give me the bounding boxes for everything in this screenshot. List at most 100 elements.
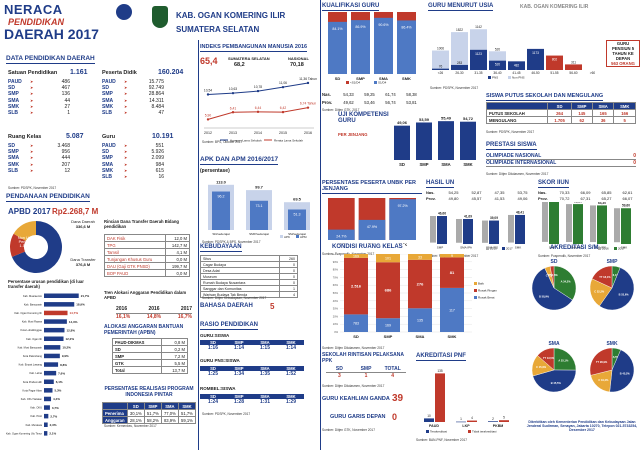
- row-value: 49,62: [343, 100, 354, 105]
- hbar-label: Kab. Muaraenim: [23, 294, 42, 298]
- tren-val-3: 16,7%: [177, 314, 192, 320]
- kv-key: SLB: [102, 174, 112, 181]
- putus-cell: 36: [591, 116, 615, 124]
- putus-table: SD SMP SMA SMK PUTUS SEKOLAH 264 145 165 166 MENG…: [485, 102, 636, 124]
- putus-head-cell: SMA: [591, 102, 615, 110]
- keb-val: 4: [279, 291, 298, 298]
- hasil-un-title: HASIL UN: [426, 180, 455, 188]
- kondisi-berat: [344, 314, 368, 332]
- hbar-value: 8,8%: [60, 363, 67, 367]
- tren-val-2: 14,8%: [146, 314, 162, 320]
- row-value: 52,87: [471, 190, 482, 195]
- umur-pns-value: 1123: [475, 52, 482, 56]
- rasio-cell: 1:16: [207, 345, 218, 351]
- kondisi-ringan: [408, 259, 432, 309]
- kv-value: 8.484: [151, 103, 164, 110]
- kv-row: SMA ➤ 984: [102, 162, 197, 168]
- row-value: 53,46: [364, 100, 375, 105]
- hbar-bar: [44, 405, 50, 410]
- uji-value: 53,59: [419, 117, 430, 122]
- kv-key: SMK: [8, 103, 20, 110]
- umur-non-value: 1006: [437, 47, 444, 51]
- ipm-rls-point: [231, 111, 235, 114]
- kondisi-baik: [440, 254, 464, 258]
- donut-slice: [9, 233, 26, 257]
- skor-chart-bar: [597, 205, 607, 244]
- kualifikasi-prov-row: Prov. 49,62 53,46 56,74 53,81: [322, 100, 422, 105]
- hasil-chart-bar: [489, 220, 499, 244]
- ipm-hls-label: 10,78: [254, 85, 262, 89]
- kv-arrow: ➤: [30, 143, 34, 148]
- skor-chart-legend-2: 2017: [618, 247, 625, 251]
- apk-subtitle: (persentase): [200, 168, 230, 174]
- rasio-head: SD SMP SMA SMK: [200, 340, 304, 345]
- kondisi-tick: 20%: [333, 314, 339, 318]
- uji-bar: [438, 121, 454, 160]
- kv-row: PAUD ➤ 15.775: [102, 79, 197, 85]
- kv-key: PAUD: [102, 143, 116, 149]
- rincian-val: 12,0 M: [164, 234, 191, 242]
- ipm-line-chart: 10,54 10,63 10,78 11,06 11,36 Tahun 5,90 6,41 6…: [204, 77, 317, 143]
- hasil-chart-legend-2: 2017: [506, 247, 513, 251]
- alokasi-key: PAUD-DIKMAS: [111, 338, 163, 346]
- kv-row: SMP ➤ 28.864: [102, 91, 197, 97]
- pip-cell: 28,1%: [126, 416, 145, 424]
- kondisi-tick: 60%: [333, 283, 339, 287]
- row-label: Nas.: [538, 190, 547, 195]
- rintisan-head-cell: TOTAL: [384, 366, 401, 372]
- uji-title: UJI KOMPETENSI GURU: [338, 112, 389, 124]
- umur-non-value: 1822: [456, 28, 463, 32]
- alokasi-row: SMP 7,2 M: [111, 352, 188, 360]
- sm-pie-slice: [531, 267, 573, 311]
- kv-row: SLB ➤ 12: [8, 168, 98, 174]
- row-label: Prov.: [426, 196, 436, 201]
- kv-value: 956: [61, 149, 70, 156]
- guru-list: PAUD ➤ 551 SD ➤ 5.926 SMP ➤ 2.099 SMA ➤ 984 SMK ➤ 615 S…: [102, 143, 197, 180]
- putus-cell: 264: [547, 109, 572, 117]
- hbar-value: 18,9%: [76, 303, 85, 307]
- apk-value: 113.0: [216, 179, 227, 184]
- kv-arrow: ➤: [124, 91, 128, 97]
- kondisi-tick: 100%: [331, 254, 338, 256]
- ipm-nas-value: 70,18: [290, 62, 304, 68]
- sm-pie-label: A 25,1%: [558, 359, 569, 363]
- hbar-value: 9,9%: [62, 354, 69, 358]
- kondisi-tick: 80%: [333, 268, 339, 272]
- alokasi-val: 0,8 M: [161, 338, 188, 346]
- hbar-bar: [44, 302, 75, 307]
- kv-arrow: ➤: [124, 97, 128, 103]
- ipm-rls-label: 6,74 Tahun: [300, 102, 316, 106]
- kual-cat: SMP: [356, 76, 365, 81]
- rasio-head-cell: SMK: [286, 366, 296, 371]
- hasil-chart-bar-prev: [430, 216, 436, 243]
- row-value: 59,25: [364, 92, 375, 97]
- alokasi-key: SMP: [111, 352, 163, 360]
- putus-head-row: SD SMP SMA SMK: [485, 102, 636, 110]
- hasil-chart-bar: [463, 218, 473, 244]
- umur-pns-bar: [489, 60, 506, 70]
- hbar-value: 2,3%: [50, 423, 57, 427]
- rincian-val: 142,7 M: [164, 241, 191, 249]
- guru-block: Guru 10.191 PAUD ➤ 551 SD ➤ 5.926 SMP ➤ 2.099 SMA…: [102, 133, 197, 180]
- hasil-chart-cat: SMA IPS: [486, 246, 498, 250]
- row-value: 67,31: [580, 196, 591, 201]
- skor-chart-bar-prev: [614, 208, 620, 243]
- umur-legend-swatch-2: [508, 76, 511, 79]
- skor-chart-cat: SMA IPA: [570, 246, 582, 250]
- ipm-rls-point: [206, 118, 210, 121]
- sm-pie-title: SMA: [548, 341, 560, 347]
- umur-pns-value: 802: [552, 58, 558, 62]
- kv-row: SMP ➤ 136: [8, 91, 98, 97]
- alokasi-title: ALOKASI ANGGARAN BANTUAN PEMERINTAH (APB…: [104, 324, 184, 336]
- kv-key: PAUD: [8, 79, 22, 85]
- kv-arrow: ➤: [124, 85, 128, 91]
- satuan-total: 1.161: [70, 69, 88, 76]
- apm-value: 51.3: [294, 212, 301, 216]
- kv-key: SLB: [102, 110, 112, 117]
- rintisan-head-cell: SMP: [360, 366, 372, 372]
- kv-row: SD ➤ 5.926: [102, 149, 197, 155]
- pnf-tidak-bar: [467, 420, 477, 422]
- pendanaan-title: PENDANAAN PENDIDIKAN: [6, 193, 90, 202]
- apk-bar-chart: 113.0 96.2 SD/sederajat 99.7 73.1 SMP/sederaj…: [208, 179, 310, 239]
- rasio-pns-title: GURU PNS:SISWA: [200, 358, 240, 363]
